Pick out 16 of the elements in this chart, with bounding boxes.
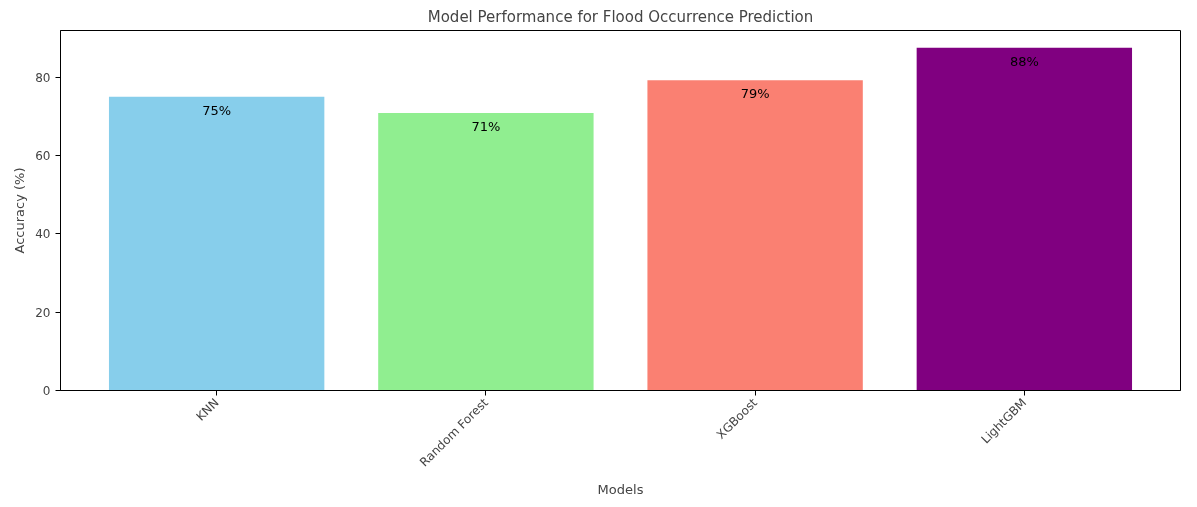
y-tick-label: 80 [35, 70, 51, 85]
bar [916, 47, 1133, 391]
data-label: 71% [471, 119, 501, 135]
y-tick-label: 40 [35, 227, 51, 242]
y-tick-label: 20 [35, 305, 51, 320]
y-tick-label: 0 [42, 384, 51, 398]
bar [108, 96, 325, 391]
chart-title: Model Performance for Flood Occurrence Prediction [427, 7, 814, 26]
data-label: 75% [202, 102, 232, 118]
bar [378, 113, 594, 391]
y-tick-label: 60 [35, 149, 51, 164]
bar [647, 80, 863, 391]
data-label: 88% [1009, 53, 1039, 69]
x-axis-title: Models [597, 482, 644, 498]
data-label: 79% [740, 86, 770, 102]
y-axis-title: Accuracy (%) [12, 167, 28, 254]
